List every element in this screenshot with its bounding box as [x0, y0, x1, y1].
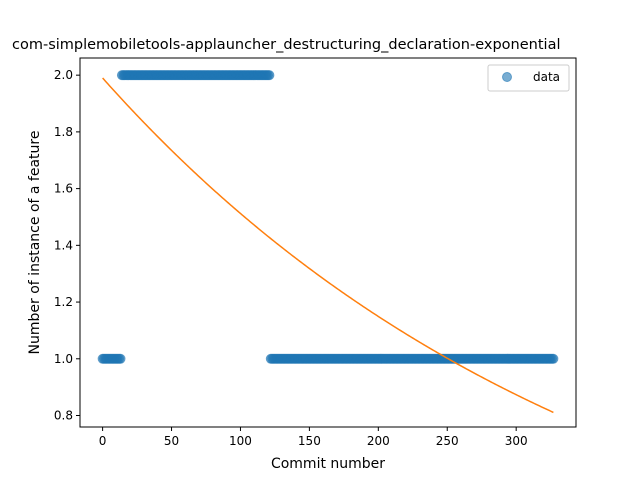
y-tick-label: 2.0	[54, 68, 73, 82]
x-tick-label: 300	[505, 434, 528, 448]
legend-box	[487, 64, 570, 92]
data-points	[97, 70, 559, 364]
legend-label: data	[533, 70, 560, 84]
x-tick-label: 150	[298, 434, 321, 448]
legend: data	[487, 64, 570, 92]
x-tick-label: 250	[436, 434, 459, 448]
chart-title: com-simplemobiletools-applauncher_destru…	[12, 37, 560, 53]
y-tick-label: 1.8	[54, 125, 73, 139]
data-point	[548, 353, 559, 364]
y-tick-label: 0.8	[54, 409, 73, 423]
y-axis-label: Number of instance of a feature	[27, 131, 43, 355]
x-tick-label: 50	[164, 434, 179, 448]
y-tick-label: 1.4	[54, 238, 73, 252]
data-point	[115, 353, 126, 364]
y-tick-label: 1.6	[54, 182, 73, 196]
x-axis-ticks: 0 50 100 150 200 250 300	[99, 427, 528, 448]
y-axis-ticks: 0.8 1.0 1.2 1.4 1.6 1.8 2.0	[54, 68, 80, 423]
x-tick-label: 0	[99, 434, 107, 448]
y-tick-label: 1.0	[54, 352, 73, 366]
fit-line	[102, 77, 554, 414]
plot-area	[79, 57, 577, 428]
legend-marker	[502, 72, 512, 82]
data-point	[264, 70, 275, 81]
x-tick-label: 200	[367, 434, 390, 448]
x-axis-label: Commit number	[271, 456, 385, 472]
axes-frame	[79, 57, 577, 428]
x-tick-label: 100	[229, 434, 252, 448]
y-tick-label: 1.2	[54, 295, 73, 309]
